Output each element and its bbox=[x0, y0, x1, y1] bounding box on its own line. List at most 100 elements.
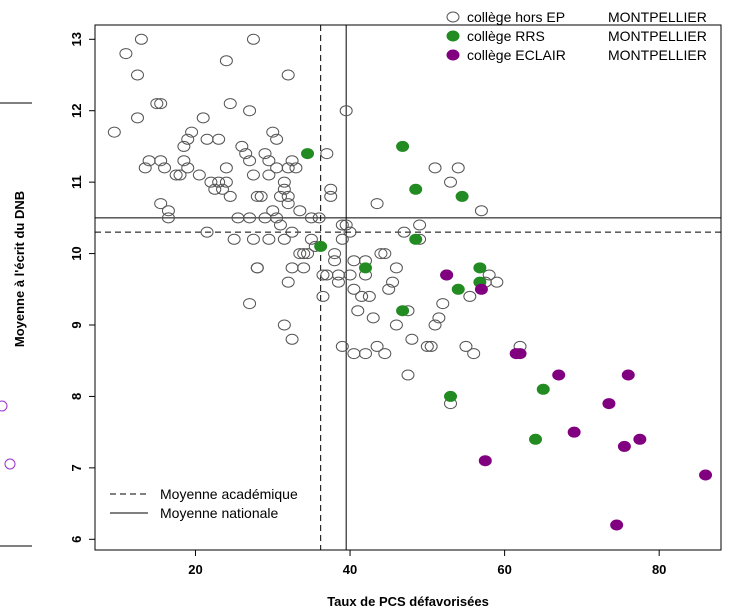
point-hors-ep bbox=[177, 140, 191, 152]
point-hors-ep bbox=[297, 262, 311, 274]
point-hors-ep bbox=[389, 262, 403, 274]
point-hors-ep bbox=[131, 112, 145, 124]
point-hors-ep bbox=[451, 162, 465, 174]
point-hors-ep bbox=[304, 212, 318, 224]
point-rrs bbox=[473, 262, 487, 274]
point-hors-ep bbox=[328, 248, 342, 260]
point-eclair bbox=[440, 269, 454, 281]
point-hors-ep bbox=[208, 183, 222, 195]
point-hors-ep bbox=[386, 276, 400, 288]
point-hors-ep bbox=[266, 205, 280, 217]
data-points bbox=[107, 33, 713, 531]
cropped-neighbor-plot-edge bbox=[0, 102, 32, 547]
point-hors-ep bbox=[243, 105, 257, 117]
legend-line-label: Moyenne nationale bbox=[160, 505, 279, 521]
point-hors-ep bbox=[316, 290, 330, 302]
point-hors-ep bbox=[389, 319, 403, 331]
point-hors-ep bbox=[285, 333, 299, 345]
legend-label: collège hors EP bbox=[467, 9, 565, 25]
point-hors-ep bbox=[362, 290, 376, 302]
x-tick-label: 40 bbox=[343, 562, 357, 577]
point-hors-ep bbox=[223, 190, 237, 202]
point-hors-ep bbox=[181, 162, 195, 174]
point-hors-ep bbox=[343, 226, 357, 238]
point-hors-ep bbox=[301, 248, 315, 260]
point-eclair bbox=[474, 283, 488, 295]
point-hors-ep bbox=[378, 248, 392, 260]
point-hors-ep bbox=[161, 205, 175, 217]
point-hors-ep bbox=[297, 248, 311, 260]
point-hors-ep bbox=[366, 312, 380, 324]
point-hors-ep bbox=[355, 290, 369, 302]
point-eclair bbox=[602, 398, 616, 410]
legend-reference-lines: Moyenne académique Moyenne nationale bbox=[110, 486, 298, 521]
point-hors-ep bbox=[262, 233, 276, 245]
point-hors-ep bbox=[200, 133, 214, 145]
point-hors-ep bbox=[335, 340, 349, 352]
point-hors-ep bbox=[154, 155, 168, 167]
point-rrs bbox=[409, 233, 423, 245]
legend-marker-hors-ep bbox=[446, 11, 460, 23]
point-hors-ep bbox=[285, 262, 299, 274]
point-hors-ep bbox=[463, 290, 477, 302]
point-hors-ep bbox=[424, 340, 438, 352]
point-hors-ep bbox=[273, 219, 287, 231]
point-hors-ep bbox=[277, 176, 291, 188]
legend-marker bbox=[446, 49, 460, 61]
point-hors-ep bbox=[262, 169, 276, 181]
point-hors-ep bbox=[331, 276, 345, 288]
point-hors-ep bbox=[335, 233, 349, 245]
point-hors-ep bbox=[246, 33, 260, 45]
legend-place: MONTPELLIER bbox=[608, 47, 707, 63]
point-hors-ep bbox=[258, 148, 272, 160]
legend-marker bbox=[446, 30, 460, 42]
point-hors-ep bbox=[243, 212, 257, 224]
point-rrs bbox=[358, 262, 372, 274]
point-hors-ep bbox=[246, 169, 260, 181]
y-tick-label: 6 bbox=[69, 536, 84, 543]
point-hors-ep bbox=[107, 126, 121, 138]
point-hors-ep bbox=[270, 133, 284, 145]
point-hors-ep bbox=[339, 219, 353, 231]
point-hors-ep bbox=[347, 255, 361, 267]
point-hors-ep bbox=[212, 133, 226, 145]
point-rrs bbox=[455, 190, 469, 202]
point-hors-ep bbox=[219, 55, 233, 67]
point-hors-ep bbox=[235, 140, 249, 152]
point-hors-ep bbox=[343, 269, 357, 281]
point-hors-ep bbox=[192, 169, 206, 181]
x-tick-label: 80 bbox=[652, 562, 666, 577]
point-hors-ep bbox=[374, 248, 388, 260]
point-hors-ep bbox=[432, 312, 446, 324]
y-tick-label: 10 bbox=[69, 246, 84, 260]
point-hors-ep bbox=[482, 269, 496, 281]
point-hors-ep bbox=[212, 176, 226, 188]
point-hors-ep bbox=[277, 183, 291, 195]
x-tick-label: 20 bbox=[188, 562, 202, 577]
point-hors-ep bbox=[262, 155, 276, 167]
legend-markers: collège hors EP MONTPELLIER collège RRS MON… bbox=[446, 9, 707, 63]
point-hors-ep bbox=[474, 205, 488, 217]
plot-frame bbox=[94, 24, 722, 551]
point-hors-ep bbox=[312, 212, 326, 224]
point-hors-ep bbox=[281, 69, 295, 81]
point-hors-ep bbox=[413, 219, 427, 231]
point-rrs bbox=[301, 148, 315, 160]
point-hors-ep bbox=[285, 226, 299, 238]
legend-line-label: Moyenne académique bbox=[160, 486, 298, 502]
point-hors-ep bbox=[285, 155, 299, 167]
point-hors-ep bbox=[304, 233, 318, 245]
point-hors-ep bbox=[320, 148, 334, 160]
point-hors-ep bbox=[181, 133, 195, 145]
point-eclair bbox=[621, 369, 635, 381]
legend-place: MONTPELLIER bbox=[608, 9, 707, 25]
point-hors-ep bbox=[293, 205, 307, 217]
legend-label: collège RRS bbox=[467, 28, 545, 44]
point-hors-ep bbox=[161, 212, 175, 224]
point-hors-ep bbox=[131, 69, 145, 81]
point-hors-ep bbox=[243, 298, 257, 310]
point-hors-ep bbox=[154, 198, 168, 210]
point-hors-ep bbox=[243, 155, 257, 167]
point-hors-ep bbox=[420, 340, 434, 352]
